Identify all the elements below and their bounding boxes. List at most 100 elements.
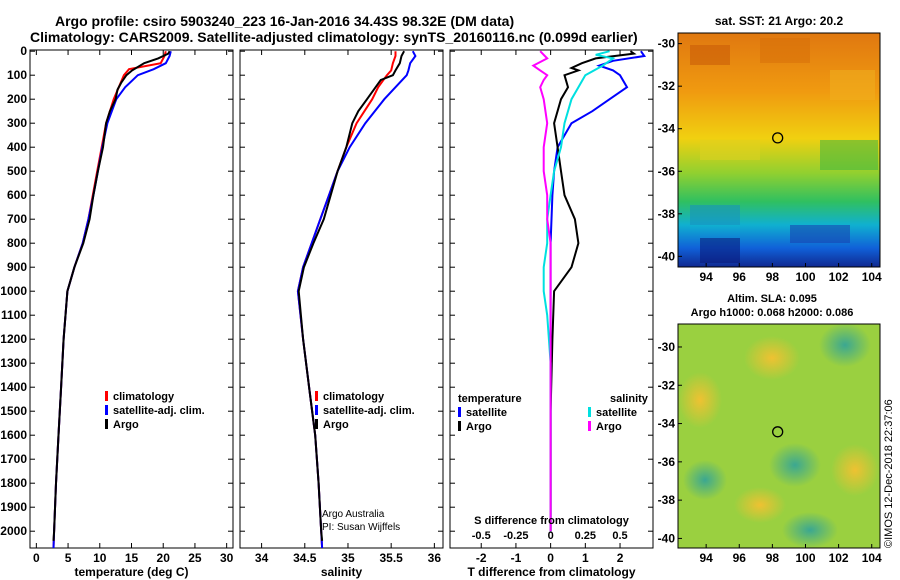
depth-tick-label: 1300 (0, 356, 27, 370)
salinity-xtick-label: 34 (255, 551, 269, 565)
diff-legend-left-label: Argo (466, 421, 492, 433)
sla_map-argo-position-marker (772, 426, 784, 438)
sla_map-ytick-label: -40 (658, 531, 676, 545)
salinity-legend-label: Argo (323, 419, 349, 431)
depth-tick-label: 800 (7, 236, 27, 250)
diff-legend-right-label: satellite (596, 407, 637, 419)
temperature-xtick-label: 20 (157, 551, 171, 565)
temperature-series-line (52, 50, 167, 549)
sla_map-ytick-label: -32 (658, 378, 676, 392)
salinity-xtick-label: 36 (428, 551, 442, 565)
depth-tick-label: 200 (7, 92, 27, 106)
diff-top-tick-label: -0.5 (472, 530, 491, 542)
temperature-legend-swatch (105, 391, 108, 401)
sst-speckle (690, 38, 878, 263)
depth-tick-label: 500 (7, 164, 27, 178)
depth-tick-label: 1700 (0, 452, 27, 466)
sst_map-ytick-label: -34 (658, 122, 676, 136)
difference-series-line (542, 50, 616, 532)
sst_map-xtick-label: 96 (733, 270, 747, 284)
sla-map-title-2: Argo h1000: 0.068 h2000: 0.086 (691, 307, 854, 319)
sla-blobs (678, 324, 879, 548)
difference-xtick-label: 1 (582, 551, 589, 565)
difference-xtick-label: 2 (617, 551, 624, 565)
depth-tick-label: 300 (7, 116, 27, 130)
depth-tick-label: 1800 (0, 476, 27, 490)
temperature-frame (29, 49, 234, 549)
sst_map-ytick-label: -36 (658, 164, 676, 178)
salinity-series-line (296, 51, 397, 549)
diff-top-xlabel: S difference from climatology (474, 515, 630, 527)
temperature-series-line (52, 50, 171, 541)
sla_map-ytick-label: -30 (658, 340, 676, 354)
salinity-frame (239, 49, 444, 549)
salinity-legend-swatch (315, 391, 318, 401)
depth-tick-label: 1400 (0, 380, 27, 394)
sst_map-ytick-label: -30 (658, 37, 676, 51)
salinity-legend-swatch (315, 405, 318, 415)
temperature-xtick-label: 10 (93, 551, 107, 565)
credit-line-2: PI: Susan Wijffels (322, 522, 400, 533)
difference-xtick-label: -2 (476, 551, 487, 565)
sla_map-xtick-label: 100 (795, 551, 815, 565)
salinity-series-line (297, 50, 405, 541)
sla_map-ytick-label: -38 (658, 493, 676, 507)
diff-legend-right-swatch (588, 407, 591, 417)
sla_map-xtick-label: 102 (829, 551, 849, 565)
diff-legend-right-title: salinity (610, 393, 649, 405)
sst_map-xtick-label: 104 (862, 270, 882, 284)
depth-tick-label: 1900 (0, 500, 27, 514)
depth-tick-label: 1000 (0, 284, 27, 298)
difference-frame (449, 49, 654, 549)
temperature-xtick-label: 30 (220, 551, 234, 565)
sst-map (677, 32, 881, 268)
diff-legend-left-title: temperature (458, 393, 522, 405)
diff-top-tick-label: -0.25 (503, 530, 528, 542)
sst_map-ytick-label: -32 (658, 79, 676, 93)
salinity-legend-label: satellite-adj. clim. (323, 405, 415, 417)
depth-tick-label: 600 (7, 188, 27, 202)
depth-tick-label: 2000 (0, 524, 27, 538)
salinity-legend-label: climatology (323, 391, 385, 403)
difference-xtick-label: 0 (547, 551, 554, 565)
sst_map-xtick-label: 102 (829, 270, 849, 284)
sla_map-ytick-label: -34 (658, 417, 676, 431)
sla-map-title-1: Altim. SLA: 0.095 (727, 293, 817, 305)
temperature-xtick-label: 15 (125, 551, 139, 565)
temperature-legend-swatch (105, 405, 108, 415)
sst_map-xtick-label: 98 (766, 270, 780, 284)
sst-map-title: sat. SST: 21 Argo: 20.2 (715, 14, 844, 28)
sst_map-ytick-label: -38 (658, 207, 676, 221)
salinity-xtick-label: 35 (341, 551, 355, 565)
temperature-xtick-label: 5 (65, 551, 72, 565)
difference-xtick-label: -1 (511, 551, 522, 565)
sla_map-ytick-label: -36 (658, 455, 676, 469)
depth-tick-label: 0 (20, 44, 27, 58)
depth-tick-label: 1200 (0, 332, 27, 346)
sst_map-argo-position-marker (772, 132, 784, 144)
difference-series-line (531, 50, 552, 532)
depth-tick-label: 100 (7, 68, 27, 82)
sla_map-xtick-label: 94 (699, 551, 713, 565)
sla_map-xtick-label: 104 (862, 551, 882, 565)
sst_map-xtick-label: 94 (699, 270, 713, 284)
difference-xlabel: T difference from climatology (467, 565, 635, 579)
sla-map (677, 323, 881, 549)
diff-top-tick-label: 0.5 (612, 530, 627, 542)
title-line-1: Argo profile: csiro 5903240_223 16-Jan-2… (55, 13, 515, 29)
salinity-xtick-label: 35.5 (379, 551, 403, 565)
diff-legend-left-swatch (458, 407, 461, 417)
sst_map-xtick-label: 100 (795, 270, 815, 284)
diff-legend-right-label: Argo (596, 421, 622, 433)
depth-tick-label: 1500 (0, 404, 27, 418)
temperature-legend-label: Argo (113, 419, 139, 431)
salinity-xlabel: salinity (321, 565, 363, 579)
sst_map-ytick-label: -40 (658, 249, 676, 263)
diff-top-tick-label: 0.25 (575, 530, 596, 542)
salinity-series-line (296, 50, 417, 549)
diff-legend-left-label: satellite (466, 407, 507, 419)
diff-legend-left-swatch (458, 421, 461, 431)
temperature-legend-label: climatology (113, 391, 175, 403)
